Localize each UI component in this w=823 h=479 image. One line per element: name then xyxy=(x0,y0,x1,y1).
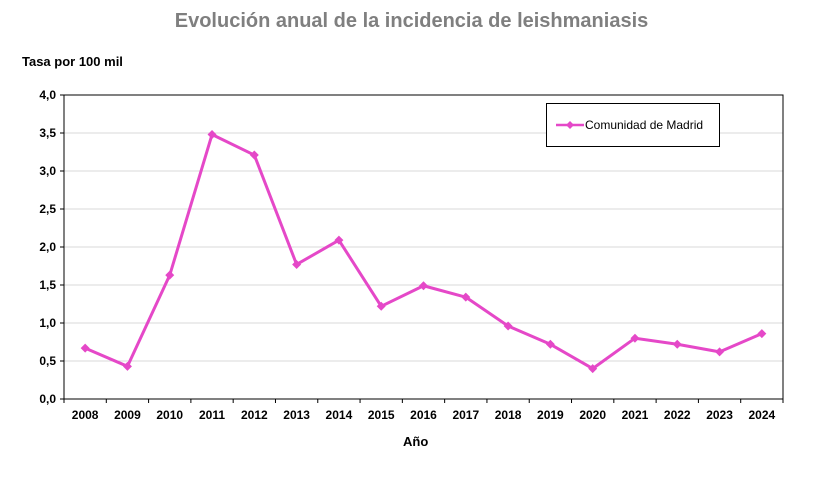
legend-label: Comunidad de Madrid xyxy=(585,118,704,132)
y-tick-label: 4,0 xyxy=(39,88,56,102)
legend-swatch xyxy=(556,121,584,129)
series-line xyxy=(84,133,763,371)
data-point xyxy=(672,339,682,349)
data-point xyxy=(207,130,217,140)
y-tick-label: 2,5 xyxy=(39,202,56,216)
y-tick-label: 3,5 xyxy=(39,126,56,140)
data-point xyxy=(503,321,513,331)
x-tick-label: 2017 xyxy=(452,408,479,422)
y-tick-label: 0,5 xyxy=(39,354,56,368)
data-point xyxy=(715,347,725,357)
x-tick-label: 2011 xyxy=(199,408,225,422)
x-tick-label: 2022 xyxy=(664,408,691,422)
y-axis-title: Tasa por 100 mil xyxy=(22,54,123,69)
series-layer xyxy=(80,130,767,374)
data-point xyxy=(80,343,90,353)
data-point xyxy=(122,361,132,371)
data-point xyxy=(757,329,767,339)
x-tick-label: 2016 xyxy=(410,408,437,422)
y-tick-label: 3,0 xyxy=(39,164,56,178)
data-point xyxy=(419,281,428,291)
x-tick-label: 2014 xyxy=(326,408,353,422)
y-tick-label: 1,0 xyxy=(39,316,56,330)
data-point xyxy=(165,270,175,280)
y-tick-label: 2,0 xyxy=(39,240,56,254)
x-tick-label: 2012 xyxy=(241,408,268,422)
data-point xyxy=(249,150,259,160)
y-tick-label: 0,0 xyxy=(39,392,56,406)
data-point xyxy=(376,301,386,311)
x-tick-label: 2020 xyxy=(579,408,606,422)
x-tick-label: 2018 xyxy=(495,408,522,422)
x-tick-label: 2024 xyxy=(749,408,776,422)
data-point xyxy=(334,235,344,245)
x-tick-label: 2021 xyxy=(622,408,649,422)
data-point xyxy=(461,292,471,302)
grid-lines xyxy=(64,132,783,362)
data-point xyxy=(545,339,555,349)
legend: Comunidad de Madrid xyxy=(546,103,720,147)
data-point xyxy=(588,364,598,374)
x-tick-label: 2010 xyxy=(156,408,183,422)
x-axis-title: Año xyxy=(403,434,429,449)
x-tick-label: 2009 xyxy=(114,408,141,422)
data-point xyxy=(630,333,640,343)
x-tick-label: 2013 xyxy=(283,408,310,422)
x-tick-label: 2015 xyxy=(368,408,395,422)
x-tick-label: 2019 xyxy=(537,408,564,422)
axes: 0,0 0,5 1,0 1,5 2,0 2,5 3,0 3,5 4,0 2008 2009 2010 2… xyxy=(39,88,784,422)
x-tick-label: 2023 xyxy=(706,408,733,422)
y-tick-label: 1,5 xyxy=(39,278,56,292)
chart-title: Evolución anual de la incidencia de leis… xyxy=(174,10,649,32)
data-point xyxy=(292,259,302,269)
x-tick-label: 2008 xyxy=(72,408,99,422)
